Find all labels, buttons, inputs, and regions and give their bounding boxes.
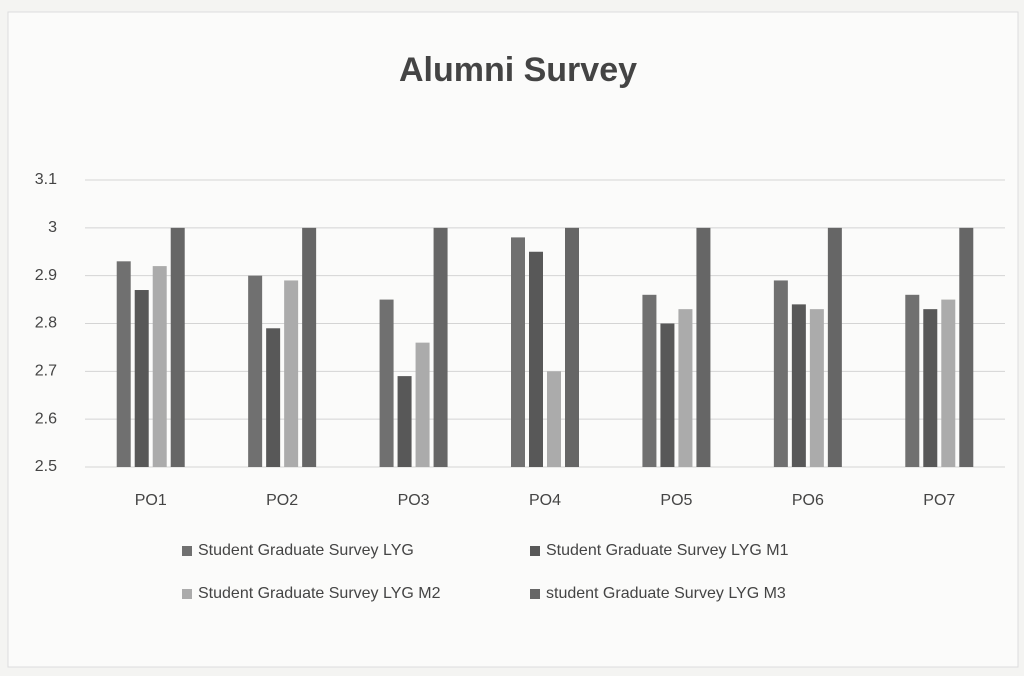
x-tick-label: PO1 xyxy=(135,492,167,509)
bar xyxy=(433,227,448,467)
x-tick-label: PO3 xyxy=(398,492,430,509)
legend-swatch xyxy=(182,546,192,556)
bar xyxy=(827,227,842,467)
bar xyxy=(266,328,281,467)
bar xyxy=(134,290,149,467)
x-tick-label: PO6 xyxy=(792,492,824,509)
legend-swatch xyxy=(182,589,192,599)
bar xyxy=(302,227,317,467)
x-tick-label: PO7 xyxy=(923,492,955,509)
bar xyxy=(547,371,561,467)
y-tick-label: 3.1 xyxy=(35,171,57,188)
y-tick-label: 2.6 xyxy=(35,410,57,427)
bar xyxy=(773,280,788,467)
y-tick-label: 2.8 xyxy=(35,315,57,332)
bar xyxy=(170,227,185,467)
y-tick-label: 3 xyxy=(48,219,57,236)
legend-swatch xyxy=(530,546,540,556)
x-tick-label: PO5 xyxy=(660,492,692,509)
bar xyxy=(152,266,167,467)
bar xyxy=(941,299,956,467)
bar xyxy=(809,309,824,467)
bar xyxy=(959,227,974,467)
bar xyxy=(284,280,299,467)
legend-label: student Graduate Survey LYG M3 xyxy=(546,585,786,602)
bar xyxy=(678,309,693,467)
x-tick-label: PO2 xyxy=(266,492,298,509)
bar xyxy=(511,237,525,467)
y-tick-label: 2.9 xyxy=(35,267,57,284)
legend-label: Student Graduate Survey LYG xyxy=(198,542,414,559)
bar xyxy=(248,275,263,467)
legend-label: Student Graduate Survey LYG M1 xyxy=(546,542,789,559)
y-tick-label: 2.5 xyxy=(35,458,57,475)
bar xyxy=(415,342,430,467)
bar xyxy=(397,376,412,467)
bar xyxy=(905,294,920,467)
bar xyxy=(791,304,806,467)
bar xyxy=(565,227,579,467)
y-tick-label: 2.7 xyxy=(35,363,57,380)
legend-label: Student Graduate Survey LYG M2 xyxy=(198,585,441,602)
legend-swatch xyxy=(530,589,540,599)
x-tick-label: PO4 xyxy=(529,492,561,509)
bar xyxy=(116,261,131,467)
bar xyxy=(379,299,394,467)
bar xyxy=(696,227,711,467)
bar xyxy=(529,251,543,467)
bar xyxy=(642,294,657,467)
bar xyxy=(923,309,938,467)
chart-title: Alumni Survey xyxy=(399,51,637,89)
bar xyxy=(660,323,675,467)
